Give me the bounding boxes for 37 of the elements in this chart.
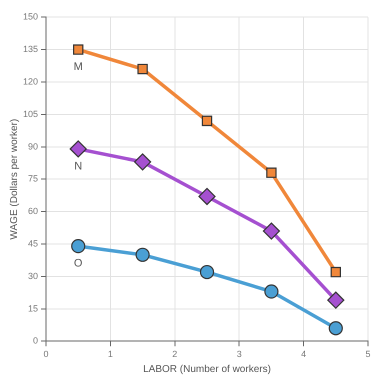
y-tick-label: 135: [22, 44, 38, 54]
point: [202, 116, 212, 126]
x-tick-label: 3: [236, 349, 242, 360]
point: [198, 188, 216, 206]
y-axis-title: WAGE (Dollars per worker): [8, 118, 20, 240]
point: [330, 266, 341, 278]
y-tick-label: 90: [28, 141, 38, 152]
x-tick-label: 4: [301, 349, 306, 360]
series-label: N: [74, 160, 82, 172]
x-axis-title: LABOR (Number of workers): [143, 364, 271, 375]
x-tick-label: 5: [365, 349, 371, 360]
x-tick-label: 1: [108, 349, 113, 360]
point: [73, 44, 84, 55]
x-tick-label: 2: [172, 349, 178, 360]
y-tick-label: 45: [28, 238, 38, 248]
y-tick-label: 105: [22, 108, 38, 119]
x-tick-label: 0: [44, 349, 49, 360]
point: [328, 321, 343, 336]
point: [264, 284, 279, 299]
y-tick-label: 150: [22, 12, 38, 22]
series-label: O: [74, 258, 83, 270]
y-tick-label: 120: [22, 76, 38, 86]
point: [266, 168, 277, 178]
y-tick-label: 0: [33, 336, 38, 346]
y-tick-label: 75: [28, 174, 38, 184]
y-tick-label: 15: [28, 303, 38, 314]
y-tick-label: 60: [28, 206, 38, 216]
point: [71, 239, 86, 254]
point: [137, 64, 148, 74]
series-label: M: [74, 61, 83, 74]
point: [70, 140, 87, 158]
point: [200, 264, 214, 280]
point: [134, 153, 152, 171]
point: [327, 292, 344, 309]
point: [136, 248, 150, 262]
point: [262, 222, 280, 240]
y-tick-label: 30: [28, 270, 38, 281]
